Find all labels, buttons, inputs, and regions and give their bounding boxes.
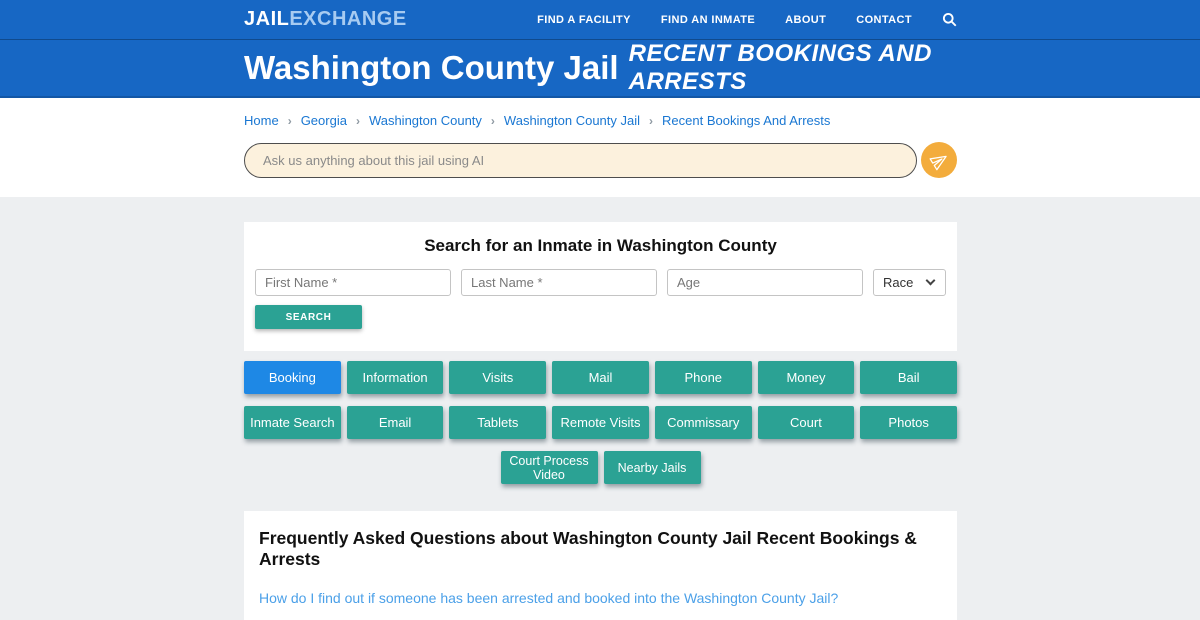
nav-link-find-a-facility[interactable]: FIND A FACILITY — [537, 13, 631, 26]
chevron-down-icon — [925, 275, 936, 286]
breadcrumb-item-georgia[interactable]: Georgia — [300, 113, 347, 128]
page-subtitle: RECENT BOOKINGS AND ARRESTS — [628, 40, 932, 95]
email-button[interactable]: Email — [346, 406, 444, 439]
court-process-video-button[interactable]: Court Process Video — [500, 451, 598, 484]
commissary-button[interactable]: Commissary — [654, 406, 752, 439]
information-button[interactable]: Information — [346, 361, 444, 394]
nav-link-find-an-inmate[interactable]: FIND AN INMATE — [660, 13, 756, 26]
top-nav: FIND A FACILITY FIND AN INMATE ABOUT CONTAC… — [537, 12, 957, 27]
money-button[interactable]: Money — [757, 361, 855, 394]
nearby-jails-button[interactable]: Nearby Jails — [603, 451, 701, 484]
button-row: Inmate Search Email Tablets Remote Visits Co… — [244, 406, 958, 439]
paper-plane-icon — [927, 148, 950, 171]
jail-nav-buttons: Booking Information Visits Mail Phone Money Ba… — [244, 361, 958, 484]
race-select[interactable]: Race — [873, 269, 946, 296]
ai-search-row — [244, 142, 957, 178]
logo-part2: EXCHANGE — [289, 8, 407, 30]
faq-card: Frequently Asked Questions about Washing… — [244, 511, 957, 620]
inmate-search-fields: Race — [255, 269, 946, 296]
court-button[interactable]: Court — [757, 406, 855, 439]
race-select-value: Race — [883, 275, 914, 290]
breadcrumb-separator: › — [287, 113, 292, 128]
visits-button[interactable]: Visits — [449, 361, 547, 394]
button-row: Court Process Video Nearby Jails — [244, 451, 957, 484]
ai-search-input[interactable] — [244, 142, 917, 178]
faq-title: Frequently Asked Questions about Washing… — [259, 528, 917, 569]
jailexchange-logo[interactable]: JAILEXCHANGE — [244, 8, 407, 31]
faq-question-link[interactable]: What happens during booking in Washingto… — [259, 617, 942, 620]
main-content: Search for an Inmate in Washington Count… — [0, 197, 1200, 620]
breadcrumb-separator: › — [490, 113, 495, 128]
breadcrumb-item-washington-county-jail[interactable]: Washington County Jail — [503, 113, 641, 128]
remote-visits-button[interactable]: Remote Visits — [552, 406, 649, 439]
button-row: Booking Information Visits Mail Phone Money Ba… — [244, 361, 958, 394]
inmate-search-card: Search for an Inmate in Washington Count… — [244, 222, 957, 351]
photos-button[interactable]: Photos — [860, 406, 958, 439]
breadcrumb-item-recent-bookings-and-arrests[interactable]: Recent Bookings And Arrests — [662, 113, 831, 128]
search-button[interactable]: SEARCH — [255, 305, 362, 329]
tablets-button[interactable]: Tablets — [449, 406, 547, 439]
inmate-search-button[interactable]: Inmate Search — [244, 406, 341, 439]
breadcrumb-item-home[interactable]: Home — [244, 113, 279, 128]
phone-button[interactable]: Phone — [654, 361, 752, 394]
first-name-input[interactable] — [255, 269, 451, 296]
ai-send-button[interactable] — [921, 142, 957, 178]
breadcrumb: Home › Georgia › Washington County › Washingto… — [244, 113, 957, 128]
last-name-input[interactable] — [461, 269, 657, 296]
breadcrumb-separator: › — [355, 113, 360, 128]
faq-question-link[interactable]: How do I find out if someone has been ar… — [259, 590, 839, 606]
mail-button[interactable]: Mail — [552, 361, 649, 394]
top-bar: JAILEXCHANGE FIND A FACILITY FIND AN INMA… — [0, 0, 1200, 40]
inmate-search-title: Search for an Inmate in Washington Count… — [424, 236, 777, 255]
age-input[interactable] — [667, 269, 863, 296]
page-banner: Washington County Jail RECENT BOOKINGS A… — [0, 40, 1200, 98]
breadcrumb-item-washington-county[interactable]: Washington County — [368, 113, 482, 128]
nav-link-contact[interactable]: CONTACT — [856, 13, 912, 26]
booking-button[interactable]: Booking — [244, 361, 341, 394]
search-icon[interactable] — [942, 12, 957, 27]
faq-question-list: How do I find out if someone has been ar… — [259, 590, 942, 620]
bail-button[interactable]: Bail — [860, 361, 958, 394]
breadcrumb-separator: › — [649, 113, 654, 128]
breadcrumb-strip: Home › Georgia › Washington County › Washingto… — [0, 98, 1200, 197]
nav-link-about[interactable]: ABOUT — [785, 13, 827, 26]
page-title: Washington County Jail — [244, 49, 619, 86]
logo-part1: JAIL — [244, 8, 290, 30]
